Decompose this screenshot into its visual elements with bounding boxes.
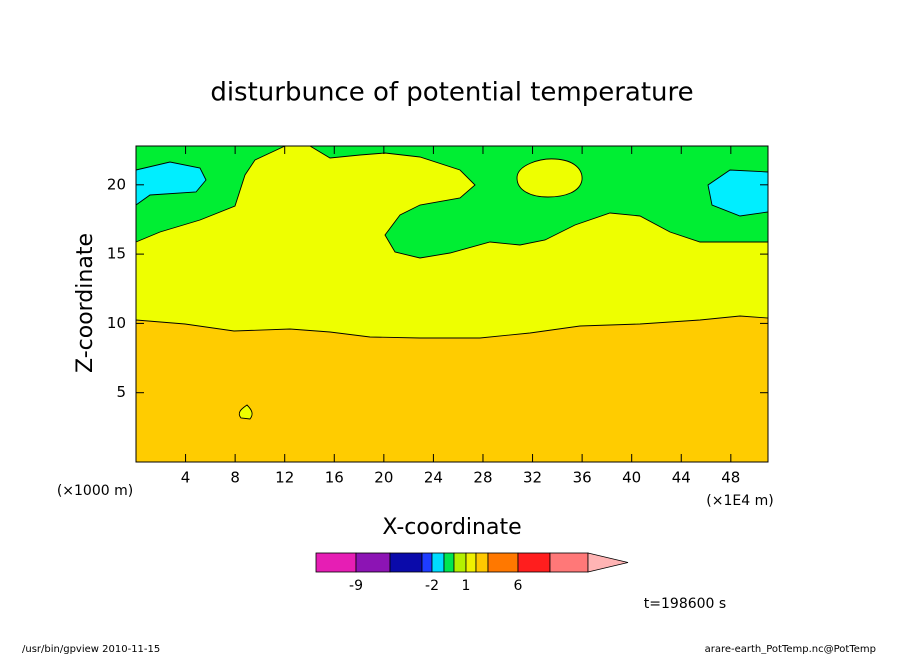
y-axis-label: Z-coordinate (73, 233, 98, 373)
time-label: t=198600 s (644, 596, 726, 612)
colorbar-arrow (587, 552, 629, 573)
x-tick-label: 28 (473, 469, 492, 487)
colorbar-segment (465, 552, 477, 573)
footer-right: arare-earth_PotTemp.nc@PotTemp (705, 644, 876, 654)
region-cyan (135, 161, 207, 206)
colorbar-segment (487, 552, 519, 573)
x-tick-label: 8 (230, 469, 240, 487)
x-axis-label: X-coordinate (382, 515, 521, 540)
plot-area (135, 145, 769, 463)
x-tick-label: 44 (672, 469, 691, 487)
y-tick-label: 10 (107, 314, 126, 332)
colorbar-tick-label: 1 (462, 578, 471, 594)
colorbar-segment (431, 552, 445, 573)
x-unit-label: (×1000 m) (57, 483, 133, 499)
colorbar-segment (549, 552, 589, 573)
x-tick-label: 16 (325, 469, 344, 487)
colorbar: -9 -2 1 6 (315, 552, 629, 594)
chart-title: disturbunce of potential temperature (210, 78, 693, 108)
colorbar-tick-label: 6 (514, 578, 523, 594)
colorbar-segment (453, 552, 467, 573)
colorbar-segment (517, 552, 551, 573)
region-yellow-island (516, 158, 583, 198)
region-gold (135, 315, 769, 463)
region-green (308, 145, 769, 259)
colorbar-tick-label: -2 (425, 578, 439, 594)
colorbar-segment (421, 552, 433, 573)
x-tick-label: 40 (622, 469, 641, 487)
x-tick-label: 20 (374, 469, 393, 487)
x-tick-label: 36 (573, 469, 592, 487)
y-tick-label: 15 (107, 245, 126, 263)
footer-left: /usr/bin/gpview 2010-11-15 (22, 644, 160, 654)
y-tick-label: 20 (107, 175, 126, 193)
colorbar-segment (475, 552, 489, 573)
region-small (238, 404, 253, 420)
x-tick-label: 12 (275, 469, 294, 487)
x-tick-label: 4 (181, 469, 191, 487)
colorbar-tick-label: -9 (349, 578, 363, 594)
colorbar-segment (389, 552, 423, 573)
plot-frame (135, 145, 769, 463)
colorbar-segment (443, 552, 455, 573)
x-scale-label: (×1E4 m) (706, 493, 773, 509)
x-tick-label: 24 (424, 469, 443, 487)
y-tick-label: 5 (116, 383, 126, 401)
x-tick-label: 48 (721, 469, 740, 487)
colorbar-segment (315, 552, 357, 573)
colorbar-segment (355, 552, 391, 573)
x-tick-label: 32 (523, 469, 542, 487)
